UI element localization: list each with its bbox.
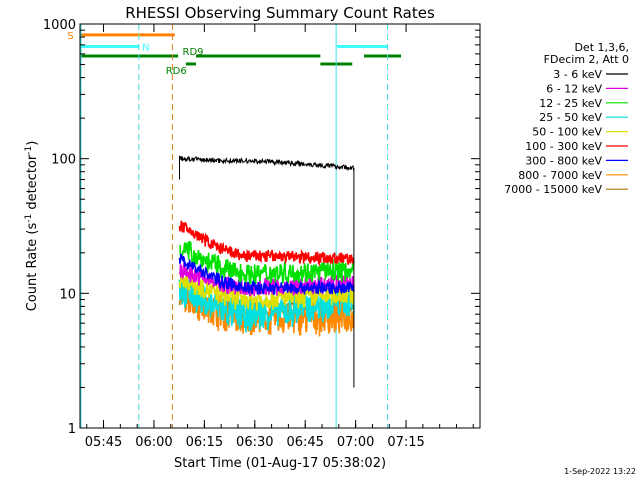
- series-line-100-300-kev: [178, 220, 355, 267]
- x-tick-label: 05:45: [85, 435, 122, 450]
- flag-label-n: N: [142, 43, 149, 54]
- legend-entry-label: 100 - 300 keV: [525, 140, 602, 153]
- series-line-300-800-kev: [178, 253, 355, 296]
- legend-entry-label: 12 - 25 keV: [539, 97, 602, 110]
- x-tick-label: 07:00: [337, 435, 374, 450]
- series-line-3-6-kev: [179, 154, 355, 388]
- legend-entry-label: 3 - 6 keV: [553, 68, 602, 81]
- series-line-25-50-kev: [178, 273, 355, 333]
- legend-header-line: Det 1,3,6,: [574, 41, 629, 54]
- legend-entry-label: 7000 - 15000 keV: [504, 183, 602, 196]
- x-tick-label: 06:00: [135, 435, 172, 450]
- y-tick-label: 100: [51, 153, 76, 168]
- y-axis-label: Count Rate (s-1 detector-1): [24, 141, 40, 312]
- legend-entry-label: 300 - 800 keV: [525, 154, 602, 167]
- legend-header-line: FDecim 2, Att 0: [544, 53, 629, 66]
- flag-label-rd9: RD9: [183, 47, 204, 58]
- legend-entry-label: 800 - 7000 keV: [518, 169, 602, 182]
- y-tick-label: 1: [68, 422, 76, 437]
- legend-entry-label: 6 - 12 keV: [546, 82, 602, 95]
- x-tick-label: 06:30: [236, 435, 273, 450]
- chart-title: RHESSI Observing Summary Count Rates: [125, 4, 435, 22]
- y-tick-label: 10: [59, 287, 76, 302]
- flag-label-s: S: [67, 31, 73, 42]
- plot-frame: [79, 23, 481, 429]
- series-line-12-25-kev: [179, 240, 355, 285]
- x-axis-label: Start Time (01-Aug-17 05:38:02): [174, 456, 386, 471]
- legend-entry-label: 50 - 100 keV: [532, 126, 602, 139]
- x-tick-label: 07:15: [387, 435, 424, 450]
- x-tick-label: 06:15: [186, 435, 223, 450]
- legend-entry-label: 25 - 50 keV: [539, 111, 602, 124]
- y-tick-label: 1000: [43, 18, 76, 33]
- series-line-50-100-kev: [178, 270, 355, 311]
- x-tick-label: 06:45: [286, 435, 323, 450]
- footer-timestamp: 1-Sep-2022 13:22: [564, 467, 636, 476]
- flag-label-rd6: RD6: [166, 66, 187, 77]
